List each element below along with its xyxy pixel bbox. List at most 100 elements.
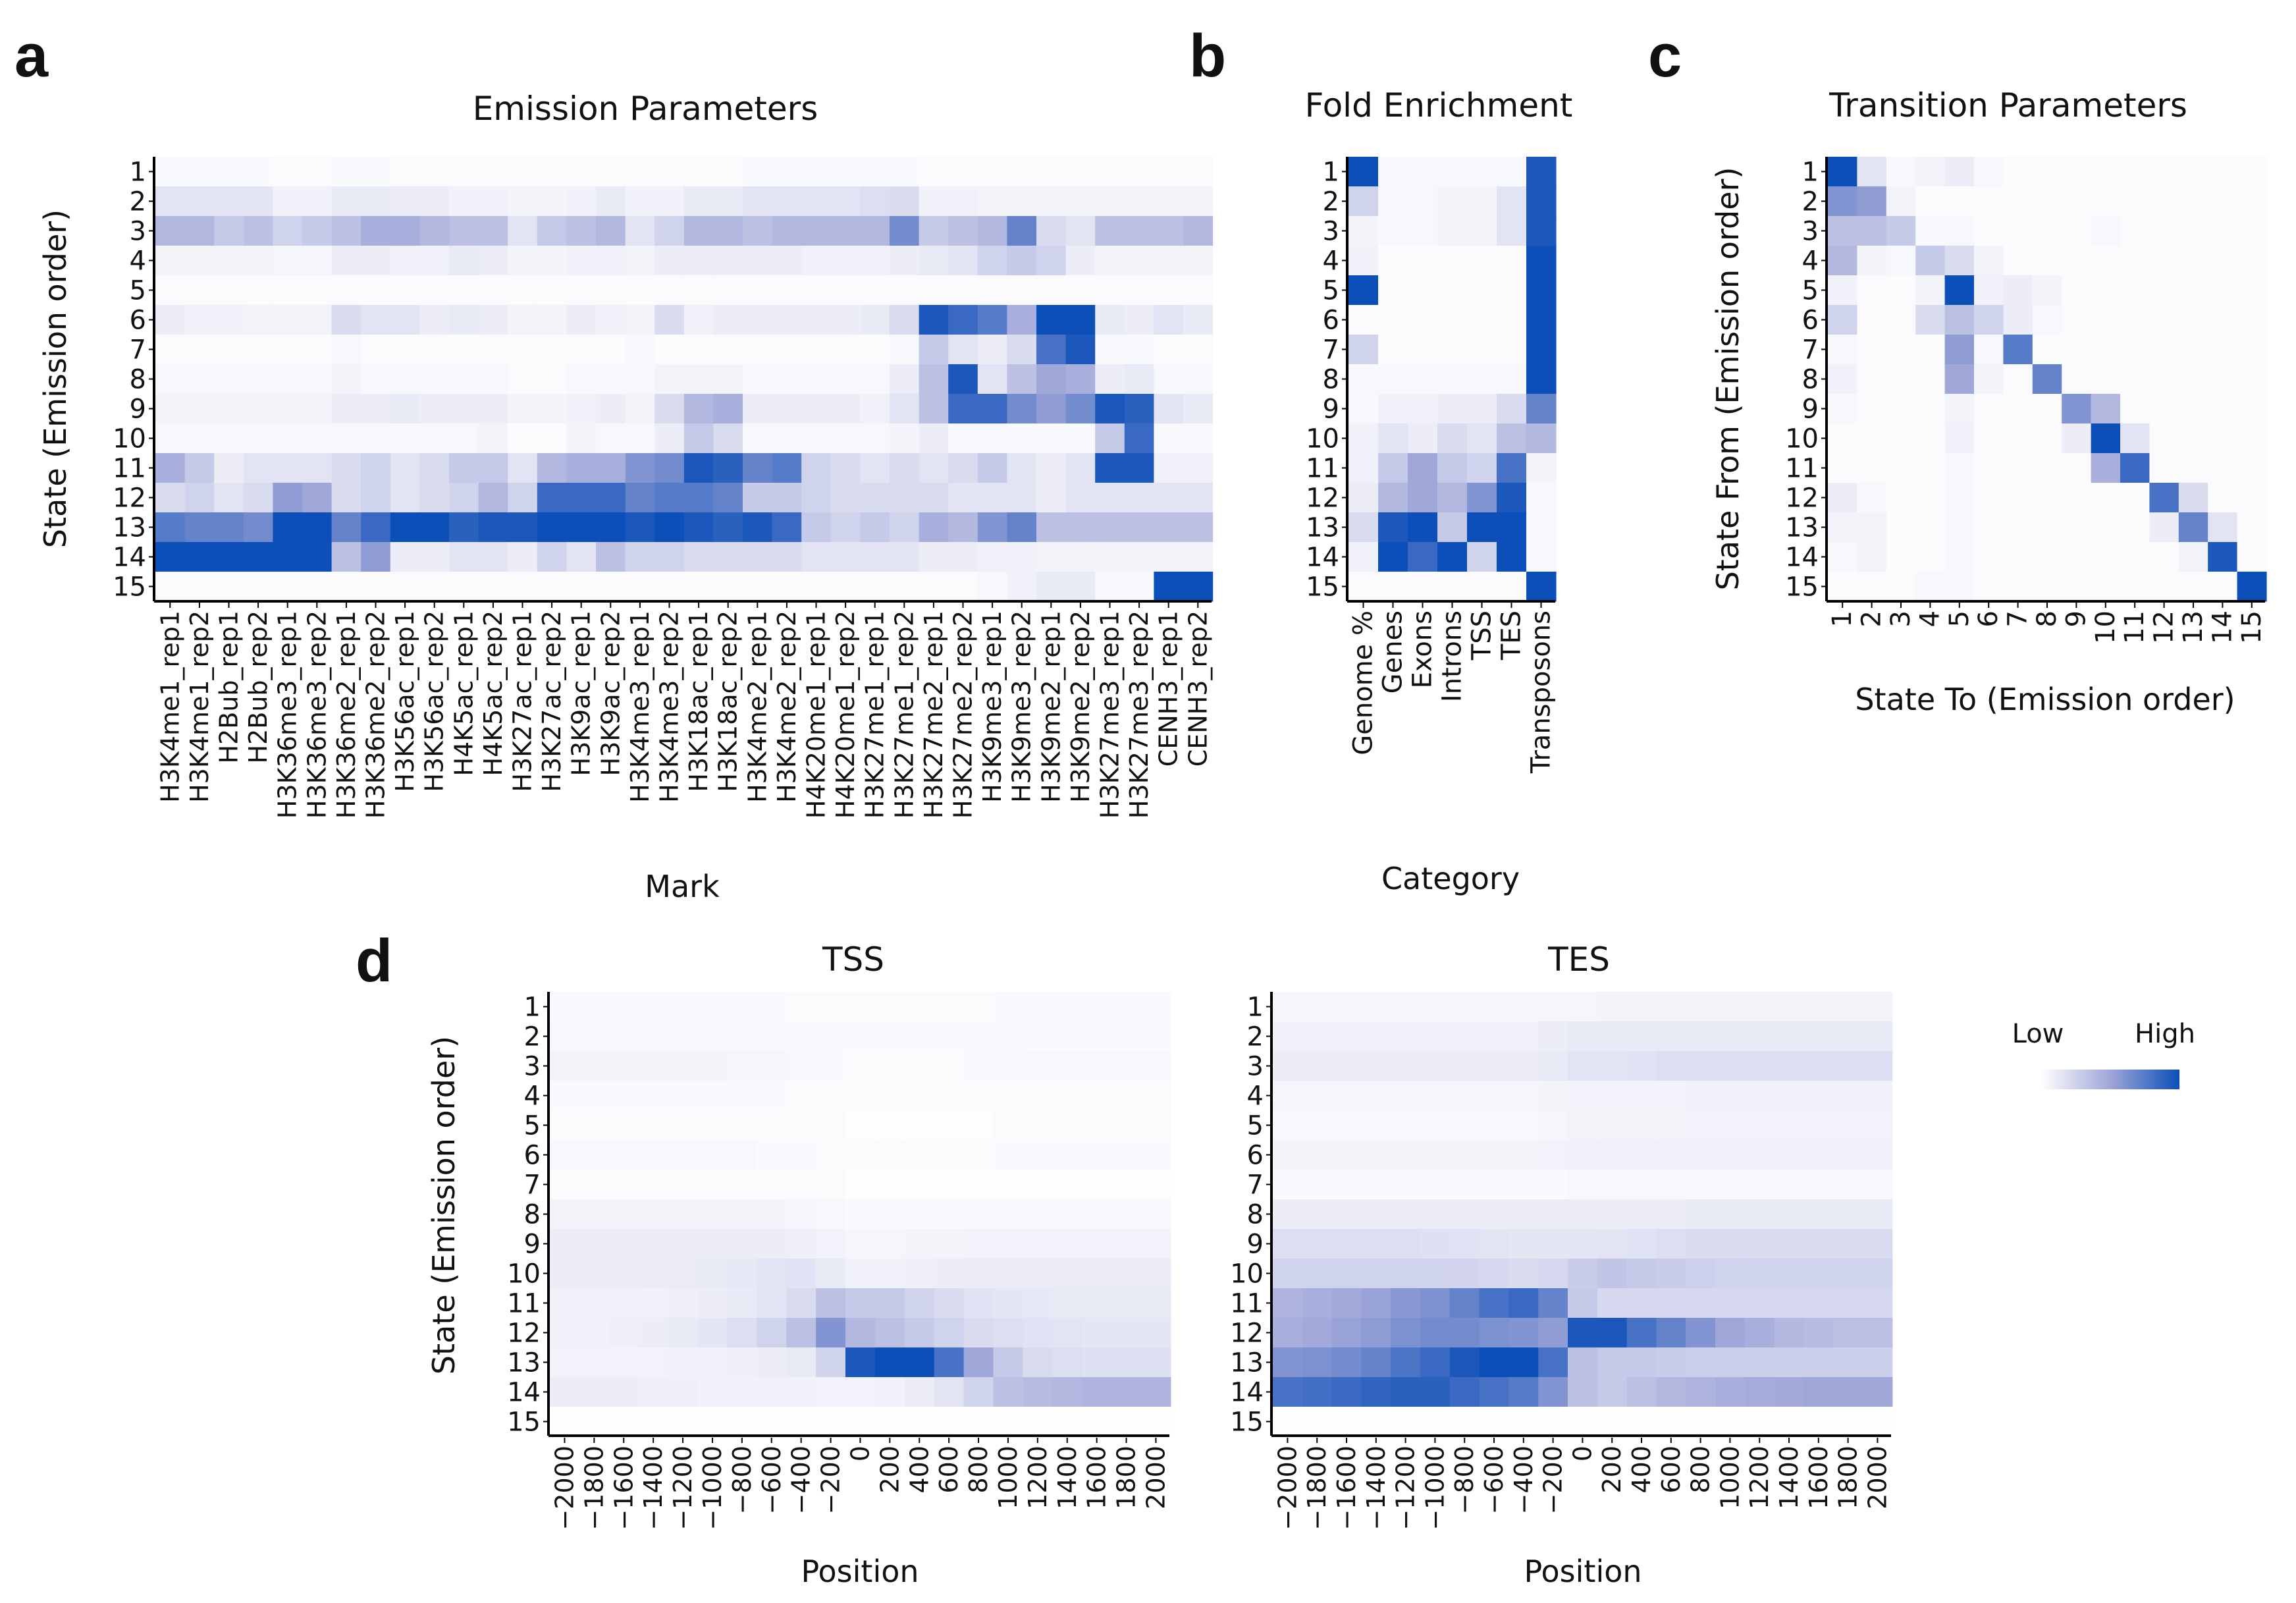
transition-cell-r12-c4 xyxy=(1915,483,1946,513)
tss-cell-r10-c9 xyxy=(786,1259,816,1289)
emission-cell-r7-c33 xyxy=(1095,335,1125,365)
transition-cell-r15-c9 xyxy=(2062,572,2092,602)
emission-cell-r15-c14 xyxy=(537,572,567,602)
tss-cell-r1-c21 xyxy=(1141,992,1171,1022)
transition-cell-r12-c12 xyxy=(2149,483,2179,513)
transition-cell-r11-c11 xyxy=(2120,453,2150,483)
emission-cell-r14-c7 xyxy=(331,542,361,572)
emission-cell-r8-c17 xyxy=(625,364,655,394)
tss-cell-r11-c7 xyxy=(727,1288,757,1318)
fold-cell-r9-c5 xyxy=(1467,394,1497,424)
fold-title: Fold Enrichment xyxy=(1305,86,1573,124)
emission-cell-r8-c10 xyxy=(419,364,450,394)
tes-cell-r13-c2 xyxy=(1302,1347,1333,1378)
transition-xtick-label: 7 xyxy=(2003,611,2033,627)
emission-cell-r4-c33 xyxy=(1095,246,1125,276)
emission-cell-r4-c27 xyxy=(919,246,949,276)
emission-cell-r6-c20 xyxy=(713,305,743,335)
tss-cell-r4-c17 xyxy=(1023,1081,1053,1111)
tes-cell-r13-c14 xyxy=(1656,1347,1686,1378)
tss-cell-r7-c17 xyxy=(1023,1170,1053,1200)
tss-cell-r5-c6 xyxy=(697,1110,728,1141)
tes-ytick-label: 15 xyxy=(1230,1407,1264,1438)
emission-cell-r13-c35 xyxy=(1154,512,1184,543)
transition-cell-r8-c13 xyxy=(2178,364,2208,394)
tss-cell-r3-c2 xyxy=(579,1051,610,1081)
transition-cell-r15-c5 xyxy=(1944,572,1975,602)
emission-xtick-label: H4K20me1_rep1 xyxy=(802,611,831,819)
transition-cell-r5-c15 xyxy=(2237,275,2267,306)
panel-letter-c: c xyxy=(1648,22,1682,90)
tss-cell-r6-c20 xyxy=(1111,1140,1142,1170)
tes-cell-r2-c19 xyxy=(1803,1021,1834,1052)
transition-cell-r6-c9 xyxy=(2062,305,2092,335)
transition-xtick-label: 13 xyxy=(2178,611,2208,644)
transition-cell-r1-c5 xyxy=(1944,157,1975,187)
tes-cell-r3-c19 xyxy=(1803,1051,1834,1081)
tss-cell-r1-c13 xyxy=(904,992,935,1022)
tss-cell-r14-c5 xyxy=(668,1377,699,1407)
tss-cell-r6-c21 xyxy=(1141,1140,1171,1170)
tes-cell-r3-c8 xyxy=(1479,1051,1509,1081)
tes-cell-r9-c5 xyxy=(1391,1229,1421,1259)
emission-cell-r6-c36 xyxy=(1183,305,1214,335)
tss-ytick-label: 2 xyxy=(524,1022,541,1052)
transition-cell-r7-c4 xyxy=(1915,335,1946,365)
tss-xtick-label: 1200 xyxy=(1023,1446,1052,1509)
tes-cell-r12-c11 xyxy=(1568,1318,1598,1348)
emission-cell-r6-c31 xyxy=(1036,305,1067,335)
emission-cell-r10-c20 xyxy=(713,423,743,454)
tes-cell-r3-c17 xyxy=(1744,1051,1775,1081)
transition-cell-r3-c2 xyxy=(1857,216,1887,246)
tss-cell-r11-c9 xyxy=(786,1288,816,1318)
emission-cell-r7-c16 xyxy=(596,335,626,365)
fold-cell-r3-c3 xyxy=(1408,216,1438,246)
tss-cell-r2-c20 xyxy=(1111,1021,1142,1052)
emission-cell-r15-c2 xyxy=(184,572,215,602)
tss-ytick-label: 11 xyxy=(507,1289,541,1319)
emission-cell-r9-c10 xyxy=(419,394,450,424)
emission-cell-r3-c2 xyxy=(184,216,215,246)
emission-xtick-label: H3K9me3_rep2 xyxy=(1007,611,1036,803)
tss-cell-r8-c2 xyxy=(579,1199,610,1230)
transition-cell-r6-c11 xyxy=(2120,305,2150,335)
tes-cell-r10-c19 xyxy=(1803,1259,1834,1289)
emission-xtick-label: H3K27ac_rep1 xyxy=(508,611,537,792)
emission-cell-r4-c24 xyxy=(830,246,861,276)
tes-cell-r13-c9 xyxy=(1508,1347,1539,1378)
tes-cell-r3-c21 xyxy=(1863,1051,1893,1081)
tss-cell-r4-c18 xyxy=(1052,1081,1082,1111)
tss-cell-r3-c11 xyxy=(845,1051,876,1081)
tss-ytick-label: 6 xyxy=(524,1141,541,1171)
tes-cell-r13-c16 xyxy=(1715,1347,1746,1378)
tss-cell-r4-c4 xyxy=(638,1081,669,1111)
tss-cell-r1-c12 xyxy=(874,992,905,1022)
emission-cell-r15-c8 xyxy=(361,572,391,602)
tss-cell-r14-c15 xyxy=(963,1377,994,1407)
emission-cell-r15-c10 xyxy=(419,572,450,602)
tss-cell-r7-c16 xyxy=(993,1170,1023,1200)
fold-cell-r11-c2 xyxy=(1378,453,1408,483)
emission-cell-r3-c15 xyxy=(566,216,597,246)
emission-cell-r8-c19 xyxy=(683,364,714,394)
transition-ytick-label: 15 xyxy=(1785,572,1819,603)
tes-ytick-label: 3 xyxy=(1247,1052,1264,1082)
tes-cell-r3-c14 xyxy=(1656,1051,1686,1081)
transition-cell-r10-c4 xyxy=(1915,423,1946,454)
fold-cell-r9-c1 xyxy=(1348,394,1379,424)
fold-cell-r3-c6 xyxy=(1497,216,1527,246)
transition-cell-r9-c13 xyxy=(2178,394,2208,424)
emission-cell-r12-c36 xyxy=(1183,483,1214,513)
emission-ytick-label: 6 xyxy=(130,306,146,336)
emission-cell-r4-c12 xyxy=(478,246,508,276)
tss-cell-r1-c2 xyxy=(579,992,610,1022)
transition-cell-r4-c1 xyxy=(1828,246,1857,276)
transition-cell-r11-c15 xyxy=(2237,453,2267,483)
tss-cell-r4-c16 xyxy=(993,1081,1023,1111)
legend-high-label: High xyxy=(2135,1019,2195,1049)
transition-cell-r11-c14 xyxy=(2208,453,2238,483)
emission-cell-r2-c36 xyxy=(1183,186,1214,217)
tes-cell-r5-c6 xyxy=(1420,1110,1451,1141)
emission-cell-r13-c26 xyxy=(890,512,920,543)
emission-cell-r8-c25 xyxy=(860,364,890,394)
